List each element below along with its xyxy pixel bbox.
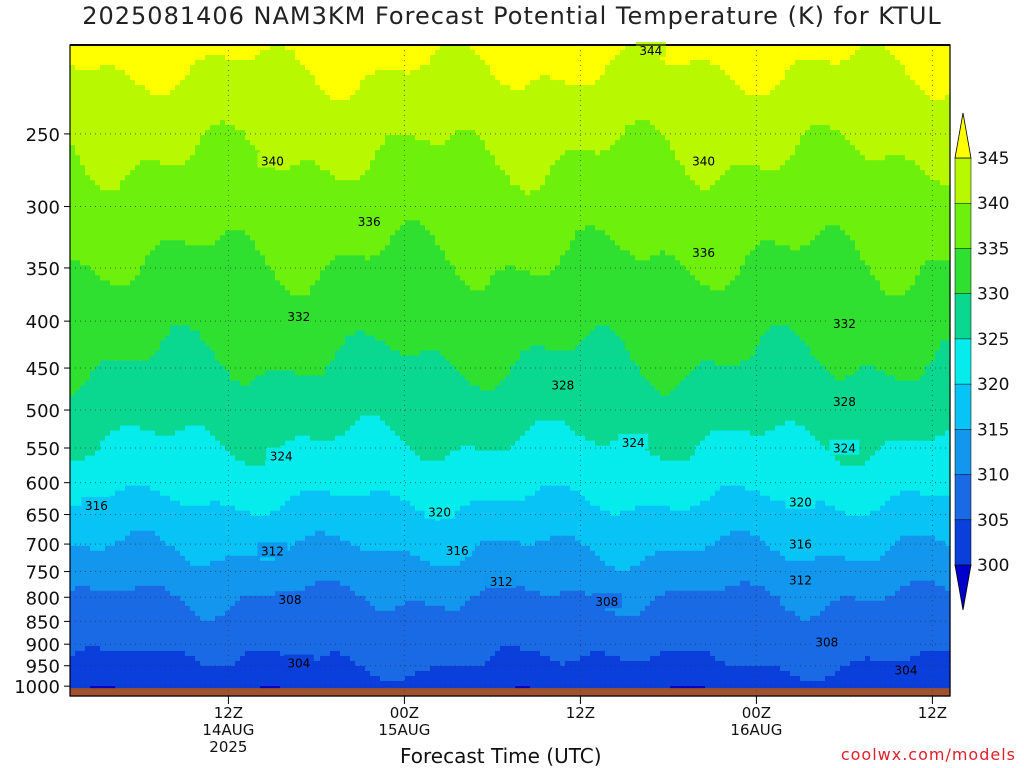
x-tick-label: 00Z: [390, 704, 419, 722]
colorbar-max-arrow: [955, 113, 971, 158]
x-tick-label: 2025: [209, 738, 247, 756]
contour-label: 332: [287, 310, 310, 324]
colorbar-label: 305: [977, 511, 1009, 531]
colorbar-label: 325: [977, 330, 1009, 350]
contour-label: 320: [428, 506, 451, 520]
ground-shading: [70, 688, 950, 696]
contour-label: 312: [789, 573, 812, 587]
x-tick-label: 12Z: [214, 704, 243, 722]
colorbar-label: 330: [977, 285, 1009, 305]
y-tick-label: 900: [26, 635, 60, 656]
y-tick-label: 800: [26, 588, 60, 609]
contour-label: 324: [270, 450, 293, 464]
contour-label: 324: [622, 436, 645, 450]
contour-label: 344: [639, 44, 662, 58]
contour-label: 328: [551, 378, 574, 392]
colorbar-label: 340: [977, 194, 1009, 214]
y-tick-label: 750: [26, 563, 60, 584]
colorbar-label: 310: [977, 466, 1009, 486]
contour-label: 316: [85, 499, 108, 513]
contour-label: 308: [279, 593, 302, 607]
y-tick-label: 550: [26, 439, 60, 460]
colorbar-min-arrow: [955, 565, 971, 610]
contour-label: 312: [490, 575, 513, 589]
x-tick-label: 16AUG: [730, 721, 782, 739]
colorbar-label: 300: [977, 556, 1009, 576]
credit-link[interactable]: coolwx.com/models: [841, 745, 1016, 764]
colorbar-label: 345: [977, 149, 1009, 169]
x-tick-label: 12Z: [566, 704, 595, 722]
y-tick-label: 500: [26, 401, 60, 422]
contour-label: 304: [287, 657, 310, 671]
y-tick-label: 400: [26, 312, 60, 333]
x-tick-label: 15AUG: [378, 721, 430, 739]
contour-label: 308: [595, 595, 618, 609]
contour-label: 312: [261, 544, 284, 558]
y-tick-label: 350: [26, 259, 60, 280]
x-axis-label: Forecast Time (UTC): [400, 744, 602, 768]
x-tick-label: 00Z: [742, 704, 771, 722]
contour-label: 336: [358, 215, 381, 229]
colorbar-segment: [955, 520, 971, 566]
contour-label: 320: [789, 496, 812, 510]
contour-label: 316: [446, 544, 469, 558]
colorbar-label: 315: [977, 420, 1009, 440]
colorbar: 300 305 310 315 320 325 330 335 340 345: [955, 113, 1009, 610]
colorbar-label: 335: [977, 239, 1009, 259]
contour-label: 304: [895, 664, 918, 678]
colorbar-segment: [955, 294, 971, 340]
colorbar-segment: [955, 248, 971, 294]
contour-label: 328: [833, 395, 856, 409]
colorbar-segment: [955, 384, 971, 430]
y-tick-label: 600: [26, 474, 60, 495]
colorbar-segment: [955, 475, 971, 521]
contour-label: 340: [261, 155, 284, 169]
y-tick-label: 1000: [14, 677, 60, 698]
contour-label: 340: [692, 155, 715, 169]
x-tick-label: 14AUG: [202, 721, 254, 739]
colorbar-segment: [955, 158, 971, 204]
y-tick-label: 300: [26, 198, 60, 219]
y-tick-label: 850: [26, 612, 60, 633]
contour-label: 308: [815, 635, 838, 649]
y-tick-label: 700: [26, 535, 60, 556]
colorbar-segment: [955, 429, 971, 475]
y-tick-label: 950: [26, 657, 60, 678]
x-tick-label: 12Z: [918, 704, 947, 722]
contour-label: 336: [692, 246, 715, 260]
contour-label: 316: [789, 538, 812, 552]
colorbar-label: 320: [977, 375, 1009, 395]
y-tick-label: 450: [26, 359, 60, 380]
contour-fill: [70, 45, 951, 697]
y-tick-label: 250: [26, 125, 60, 146]
contour-label: 332: [833, 317, 856, 331]
y-tick-label: 650: [26, 506, 60, 527]
contour-label: 324: [833, 442, 856, 456]
colorbar-segment: [955, 339, 971, 385]
colorbar-segment: [955, 203, 971, 249]
